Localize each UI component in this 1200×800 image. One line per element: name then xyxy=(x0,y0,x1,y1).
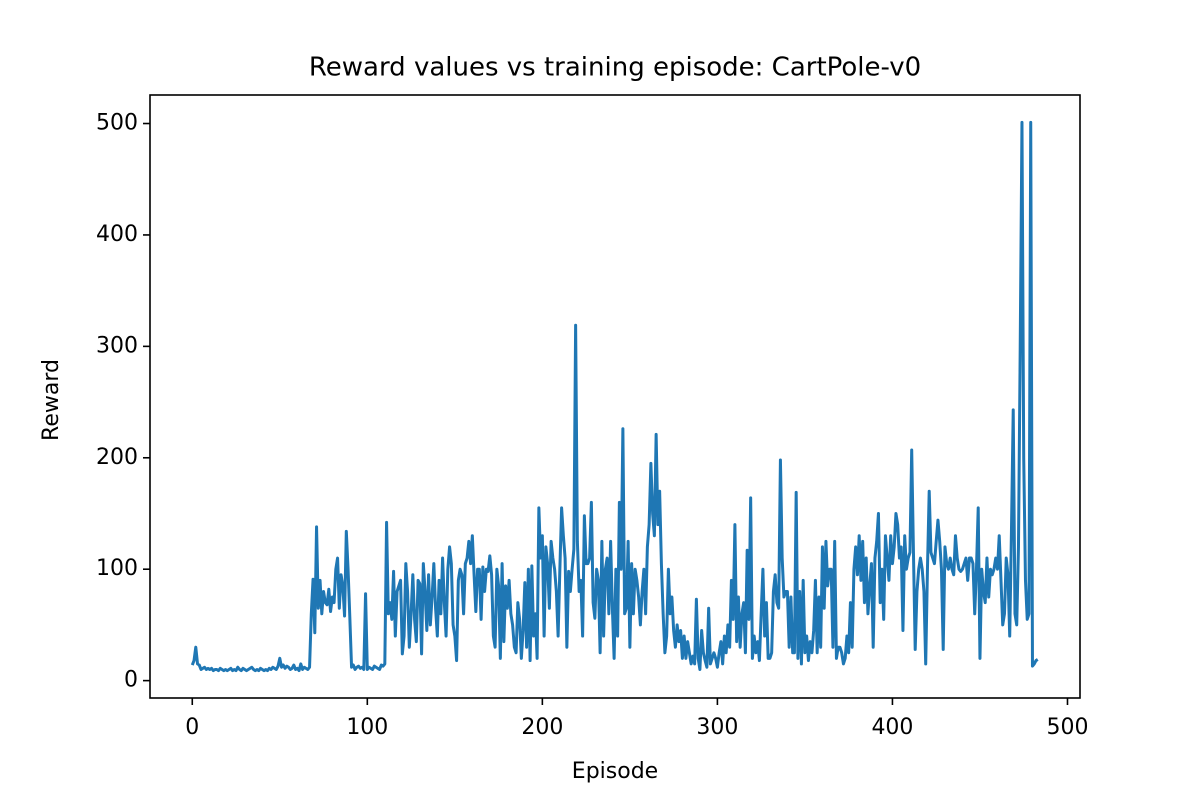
y-tick-label: 500 xyxy=(96,111,138,136)
y-tick-label: 200 xyxy=(96,445,138,470)
plot-frame xyxy=(149,94,1081,699)
y-tick-label: 300 xyxy=(96,333,138,358)
y-axis-label: Reward xyxy=(39,359,64,441)
x-tick-label: 200 xyxy=(521,715,563,740)
chart-title: Reward values vs training episode: CartP… xyxy=(309,53,921,83)
x-axis-label: Episode xyxy=(572,759,658,784)
x-tick-label: 500 xyxy=(1046,715,1088,740)
x-tick-label: 100 xyxy=(346,715,388,740)
y-tick-label: 0 xyxy=(124,668,138,693)
data-line xyxy=(190,120,1039,673)
x-tick-label: 0 xyxy=(185,715,199,740)
y-tick-label: 400 xyxy=(96,222,138,247)
y-tick-label: 100 xyxy=(96,556,138,581)
x-tick-label: 300 xyxy=(696,715,738,740)
x-tick-label: 400 xyxy=(871,715,913,740)
